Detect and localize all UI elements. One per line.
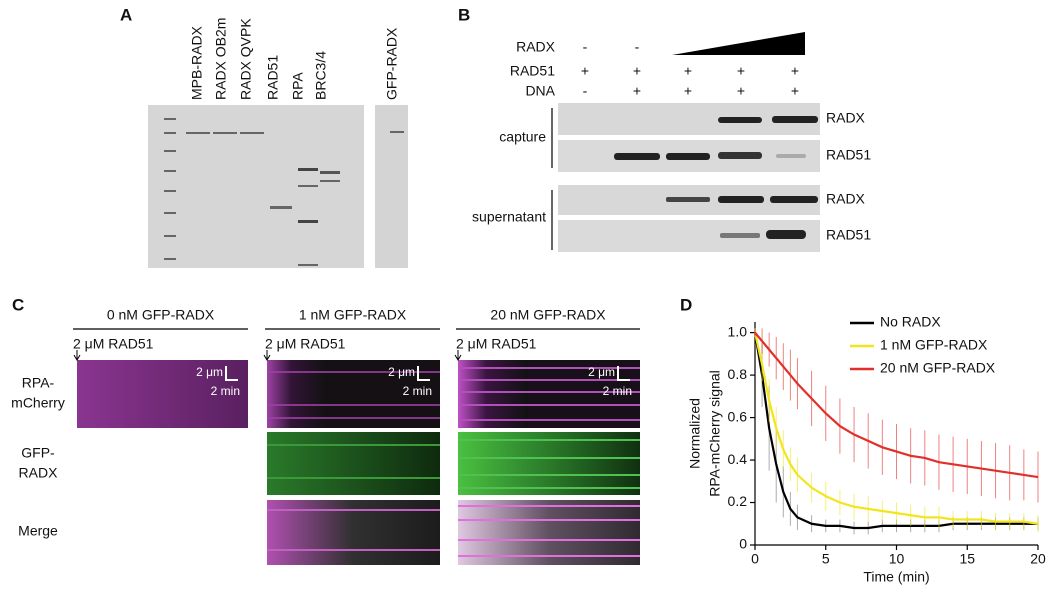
row-label: mCherry: [11, 395, 65, 411]
lane-label: RADX QVPK: [238, 18, 254, 100]
sign: +: [737, 83, 745, 99]
panel-label: B: [458, 5, 470, 24]
lane-label: BRC3/4: [313, 51, 329, 100]
condition-label: RADX: [516, 39, 556, 55]
panel-label: C: [12, 295, 24, 314]
row-label: Merge: [18, 523, 58, 539]
y-tick-label: 0.4: [728, 451, 748, 467]
row-label: RPA-: [22, 375, 55, 391]
series-line: [753, 332, 1039, 525]
scale-length: 2 μm: [388, 365, 415, 379]
kymographs: [77, 360, 640, 565]
x-axis-title: Time (min): [863, 569, 929, 585]
sign: +: [737, 63, 745, 79]
lane-label: RPA: [290, 72, 306, 100]
band-label: RAD51: [826, 227, 871, 243]
x-tick-label: 5: [822, 551, 830, 567]
y-tick-label: 0.6: [728, 408, 748, 424]
sign: -: [583, 83, 588, 99]
sign: +: [791, 83, 799, 99]
y-axis-title: Normalized: [687, 398, 703, 469]
gradient-wedge: [672, 32, 805, 55]
treatment-label: 2 μM RAD51: [73, 336, 154, 352]
scale-length: 2 μm: [588, 365, 615, 379]
y-axis-title: RPA-mCherry signal: [707, 370, 723, 497]
panel-label: A: [120, 5, 132, 24]
series-line: [754, 331, 1039, 479]
arrow: [73, 350, 81, 361]
gel: [148, 105, 408, 268]
lane-label: GFP-RADX: [384, 27, 400, 100]
scale-bar: [225, 366, 238, 381]
y-tick-label: 0.2: [728, 493, 748, 509]
scale-time: 2 min: [403, 384, 432, 398]
band-label: RADX: [826, 191, 866, 207]
sign: +: [684, 83, 692, 99]
scale-time: 2 min: [603, 384, 632, 398]
x-tick-label: 10: [889, 551, 905, 567]
condition-label: DNA: [525, 83, 555, 99]
treatment-label: 2 μM RAD51: [265, 336, 346, 352]
column-header: 20 nM GFP-RADX: [490, 307, 606, 323]
x-tick-label: 20: [1030, 551, 1046, 567]
scale-time: 2 min: [211, 384, 240, 398]
y-tick-label: 1.0: [728, 323, 748, 339]
column-header: 1 nM GFP-RADX: [299, 307, 407, 323]
legend-label: No RADX: [880, 314, 941, 330]
x-tick-label: 0: [751, 551, 759, 567]
legend-label: 1 nM GFP-RADX: [880, 337, 988, 353]
lane-label: MPB-RADX: [189, 25, 205, 100]
lane-label: RADX OB2m: [213, 18, 229, 100]
y-tick-label: 0: [739, 536, 747, 552]
row-label: GFP-: [21, 445, 55, 461]
band-label: RADX: [826, 110, 866, 126]
lane-label: RAD51: [265, 55, 281, 100]
condition-label: RAD51: [510, 63, 555, 79]
x-tick-label: 15: [959, 551, 975, 567]
sign: +: [633, 63, 641, 79]
column-header: 0 nM GFP-RADX: [107, 307, 215, 323]
group-label: supernatant: [472, 209, 546, 225]
group-label: capture: [499, 129, 546, 145]
panel-label: D: [680, 295, 692, 314]
series-line: [753, 332, 1038, 530]
sign: +: [684, 63, 692, 79]
sign: +: [633, 83, 641, 99]
arrow: [263, 350, 271, 361]
y-tick-label: 0.8: [728, 366, 748, 382]
sign: +: [581, 63, 589, 79]
band-label: RAD51: [826, 147, 871, 163]
legend-label: 20 nM GFP-RADX: [880, 360, 996, 376]
scale-bar: [417, 366, 430, 381]
blots: [551, 103, 820, 252]
treatment-label: 2 μM RAD51: [456, 336, 537, 352]
scale-length: 2 μm: [196, 365, 223, 379]
sign: -: [635, 39, 640, 55]
sign: -: [583, 39, 588, 55]
scale-bar: [617, 366, 630, 381]
sign: +: [791, 63, 799, 79]
arrow: [454, 350, 462, 361]
row-label: RADX: [19, 465, 59, 481]
